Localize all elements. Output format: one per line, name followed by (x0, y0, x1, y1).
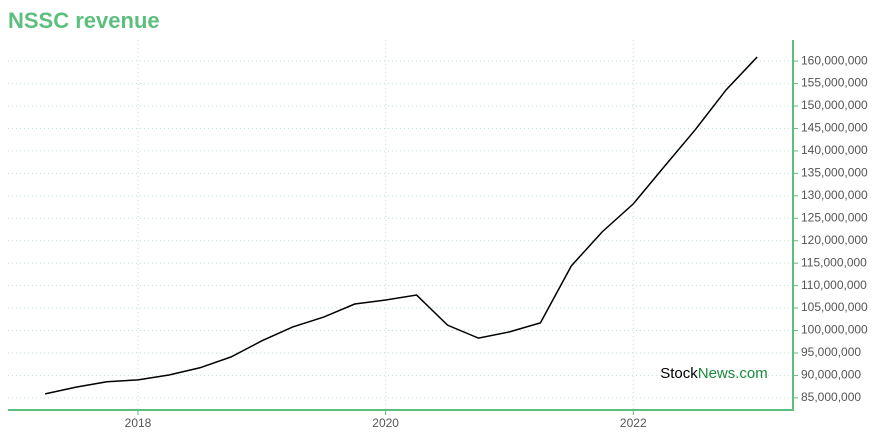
y-tick-label: 110,000,000 (801, 278, 867, 292)
y-tick-label: 130,000,000 (801, 188, 868, 202)
x-tick-label: 2018 (125, 416, 152, 430)
y-tick-label: 95,000,000 (801, 345, 861, 359)
y-tick-label: 115,000,000 (801, 255, 867, 269)
chart-title: NSSC revenue (8, 8, 160, 33)
x-tick-label: 2020 (372, 416, 399, 430)
y-tick-label: 155,000,000 (801, 76, 868, 90)
y-tick-label: 90,000,000 (801, 368, 861, 382)
y-tick-label: 150,000,000 (801, 98, 868, 112)
x-tick-label: 2022 (620, 416, 647, 430)
watermark-right: News.com (698, 365, 768, 382)
watermark-left: Stock (660, 365, 698, 382)
y-tick-label: 125,000,000 (801, 210, 868, 224)
y-tick-label: 135,000,000 (801, 166, 868, 180)
y-tick-label: 160,000,000 (801, 53, 868, 67)
y-tick-label: 145,000,000 (801, 121, 868, 135)
y-tick-label: 105,000,000 (801, 300, 868, 314)
y-tick-label: 100,000,000 (801, 323, 868, 337)
series-line (44, 56, 758, 395)
watermark: StockNews.com (660, 365, 768, 382)
y-tick-label: 120,000,000 (801, 233, 868, 247)
y-tick-label: 85,000,000 (801, 390, 861, 404)
y-tick-label: 140,000,000 (801, 143, 868, 157)
